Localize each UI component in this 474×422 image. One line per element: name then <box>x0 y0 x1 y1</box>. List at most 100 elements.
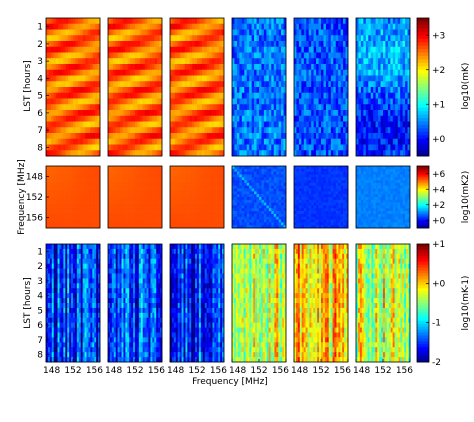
heatmap-cell <box>273 202 277 206</box>
heatmap-cell <box>115 18 119 25</box>
heatmap-cell <box>263 121 267 128</box>
heatmap-cell <box>70 180 74 184</box>
heatmap-cell <box>294 92 297 99</box>
heatmap-cell <box>234 58 238 65</box>
heatmap-cell <box>63 197 66 201</box>
heatmap-cell <box>63 208 66 212</box>
heatmap-cell <box>142 41 146 48</box>
heatmap-cell <box>117 81 121 88</box>
heatmap-cell <box>365 98 369 105</box>
heatmap-cell <box>137 121 141 128</box>
heatmap-cell <box>130 202 133 206</box>
heatmap-cell <box>340 98 344 105</box>
heatmap-cell <box>112 64 116 71</box>
heatmap-cell <box>65 197 69 201</box>
heatmap-cell <box>125 222 128 226</box>
heatmap-cell <box>137 18 141 25</box>
heatmap-cell <box>115 185 119 189</box>
heatmap-cell <box>268 133 272 140</box>
heatmap-cell <box>65 98 69 105</box>
heatmap-cell <box>311 81 314 88</box>
heatmap-cell <box>177 182 181 187</box>
heatmap-cell <box>65 225 69 229</box>
heatmap-cell <box>125 194 128 198</box>
heatmap-cell <box>246 174 250 178</box>
heatmap-cell <box>261 98 265 105</box>
heatmap-cell <box>139 133 143 140</box>
heatmap-cell <box>301 87 305 94</box>
heatmap-cell <box>365 92 369 99</box>
heatmap-cell <box>132 194 136 198</box>
heatmap-cell <box>90 222 93 226</box>
heatmap-cell <box>63 35 66 42</box>
heatmap-cell <box>65 188 69 192</box>
heatmap-cell <box>204 87 208 94</box>
heatmap-cell <box>152 29 155 36</box>
heatmap-cell <box>338 29 341 36</box>
heatmap-cell <box>306 58 310 65</box>
heatmap-cell <box>50 202 54 206</box>
heatmap-cell <box>97 171 101 175</box>
heatmap-cell <box>261 182 265 187</box>
heatmap-cell <box>204 23 208 30</box>
heatmap-cell <box>120 216 124 220</box>
heatmap-cell <box>273 69 277 76</box>
heatmap-cell <box>92 41 96 48</box>
heatmap-cell <box>70 171 74 175</box>
heatmap-cell <box>152 87 155 94</box>
heatmap-cell <box>110 180 114 184</box>
heatmap-cell <box>375 115 379 122</box>
heatmap-cell <box>77 41 81 48</box>
heatmap-cell <box>58 35 62 42</box>
heatmap-cell <box>370 58 374 65</box>
heatmap-cell <box>298 41 302 48</box>
heatmap-cell <box>110 29 114 36</box>
heatmap-cell <box>244 182 248 187</box>
heatmap-cell <box>268 23 272 30</box>
heatmap-cell <box>149 202 153 206</box>
heatmap-cell <box>249 168 252 172</box>
heatmap-cell <box>77 81 81 88</box>
heatmap-cell <box>55 166 59 170</box>
heatmap-cell <box>192 202 195 206</box>
heatmap-cell <box>130 208 133 212</box>
heatmap-cell <box>77 205 81 209</box>
heatmap-cell <box>53 166 57 170</box>
heatmap-cell <box>192 104 195 111</box>
heatmap-cell <box>48 35 52 42</box>
heatmap-cell <box>273 18 277 25</box>
heatmap-cell <box>192 58 195 65</box>
heatmap-cell <box>397 23 401 30</box>
heatmap-cell <box>271 81 275 88</box>
heatmap-cell <box>58 58 62 65</box>
heatmap-cell <box>120 188 124 192</box>
heatmap-cell <box>281 104 284 111</box>
heatmap-cell <box>209 168 213 172</box>
heatmap-cell <box>318 46 322 53</box>
heatmap-cell <box>97 87 101 94</box>
heatmap-cell <box>204 127 208 134</box>
heatmap-cell <box>378 87 381 94</box>
heatmap-cell <box>373 115 376 122</box>
heatmap-cell <box>157 69 160 76</box>
heatmap-cell <box>294 121 297 128</box>
heatmap-cell <box>132 41 136 48</box>
heatmap-cell <box>135 138 138 145</box>
heatmap-cell <box>325 144 329 151</box>
heatmap-cell <box>172 64 176 71</box>
heatmap-cell <box>50 191 54 195</box>
heatmap-cell <box>368 46 372 53</box>
heatmap-cell <box>137 87 141 94</box>
heatmap-cell <box>201 171 205 175</box>
heatmap-cell <box>110 58 114 65</box>
heatmap-cell <box>232 29 235 36</box>
heatmap-cell <box>201 133 205 140</box>
heatmap-cell <box>201 92 205 99</box>
heatmap-cell <box>216 211 220 215</box>
heatmap-cell <box>112 138 116 145</box>
heatmap-cell <box>172 171 176 175</box>
heatmap-cell <box>375 23 379 30</box>
heatmap-cell <box>266 121 270 128</box>
heatmap-cell <box>283 171 287 175</box>
heatmap-cell <box>147 81 151 88</box>
